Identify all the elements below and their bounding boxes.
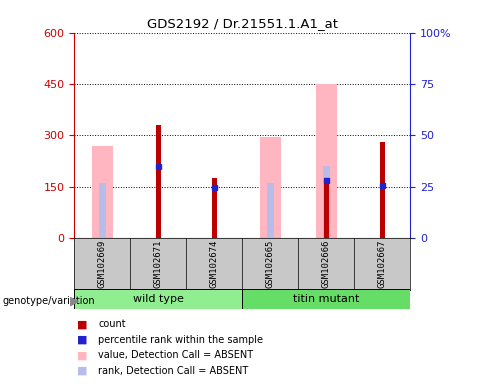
Text: GSM102665: GSM102665	[266, 240, 275, 288]
Bar	[316, 84, 337, 238]
Text: GSM102669: GSM102669	[98, 240, 107, 288]
Text: value, Detection Call = ABSENT: value, Detection Call = ABSENT	[98, 350, 253, 360]
Bar	[92, 146, 113, 238]
Text: titin mutant: titin mutant	[293, 294, 360, 304]
Bar	[323, 166, 330, 238]
Text: ▶: ▶	[70, 294, 79, 307]
Title: GDS2192 / Dr.21551.1.A1_at: GDS2192 / Dr.21551.1.A1_at	[147, 17, 338, 30]
Text: genotype/variation: genotype/variation	[2, 296, 95, 306]
Bar	[156, 164, 161, 169]
Text: GSM102674: GSM102674	[210, 240, 219, 288]
Text: percentile rank within the sample: percentile rank within the sample	[98, 335, 264, 345]
Text: GSM102667: GSM102667	[378, 240, 387, 288]
Bar	[212, 185, 217, 238]
Bar	[260, 137, 281, 238]
Bar	[380, 183, 385, 238]
Bar	[242, 289, 410, 309]
Text: wild type: wild type	[133, 294, 184, 304]
Text: ■: ■	[77, 366, 87, 376]
Text: GSM102666: GSM102666	[322, 240, 331, 288]
Text: rank, Detection Call = ABSENT: rank, Detection Call = ABSENT	[98, 366, 249, 376]
Text: ■: ■	[77, 350, 87, 360]
Bar	[380, 142, 385, 238]
Text: GSM102671: GSM102671	[154, 240, 163, 288]
Bar	[74, 289, 242, 309]
Text: ■: ■	[77, 335, 87, 345]
Bar	[380, 183, 385, 188]
Bar	[324, 178, 329, 183]
Text: count: count	[98, 319, 126, 329]
Bar	[212, 185, 217, 190]
Text: ■: ■	[77, 319, 87, 329]
Bar	[324, 178, 329, 238]
Bar	[212, 178, 217, 238]
Bar	[99, 183, 106, 238]
Bar	[267, 183, 274, 238]
Bar	[156, 164, 161, 238]
Bar	[156, 125, 161, 238]
